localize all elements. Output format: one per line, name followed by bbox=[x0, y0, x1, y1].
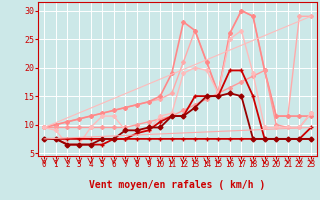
X-axis label: Vent moyen/en rafales ( km/h ): Vent moyen/en rafales ( km/h ) bbox=[90, 180, 266, 190]
